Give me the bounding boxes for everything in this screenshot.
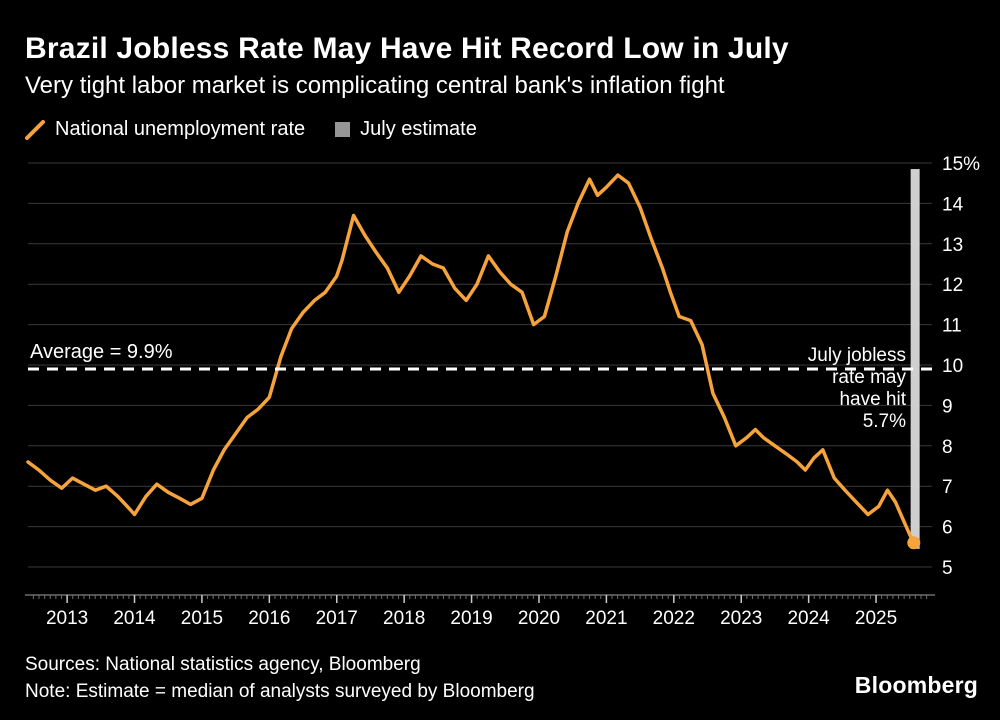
y-tick-label: 8 xyxy=(942,437,953,458)
x-tick-label: 2022 xyxy=(653,608,695,629)
x-tick-label: 2024 xyxy=(787,608,830,629)
x-tick-label: 2018 xyxy=(383,608,425,629)
average-line-label: Average = 9.9% xyxy=(30,341,173,363)
legend-label-unemployment-rate: National unemployment rate xyxy=(55,118,306,140)
y-tick-label: 14 xyxy=(942,194,964,215)
y-tick-label: 6 xyxy=(942,518,953,539)
x-tick-label: 2017 xyxy=(316,608,358,629)
x-tick-label: 2013 xyxy=(46,608,88,629)
y-tick-label: 15% xyxy=(942,154,980,175)
x-tick-label: 2015 xyxy=(181,608,223,629)
orange-line-swatch-icon xyxy=(25,119,45,140)
latest-value-dot xyxy=(907,536,921,550)
july-estimate-bar xyxy=(910,169,920,549)
x-tick-label: 2025 xyxy=(855,608,897,629)
x-tick-label: 2019 xyxy=(450,608,492,629)
y-gridlines xyxy=(28,162,932,568)
y-tick-label: 7 xyxy=(942,477,953,498)
x-tick-label: 2020 xyxy=(518,608,560,629)
gray-square-swatch-icon xyxy=(335,122,351,137)
y-tick-label: 5 xyxy=(942,558,953,579)
unemployment-rate-line xyxy=(26,173,916,545)
footer-notes: Sources: National statistics agency, Blo… xyxy=(25,651,535,705)
x-tick-label: 2016 xyxy=(248,608,290,629)
legend-item-july-estimate: July estimate xyxy=(335,118,477,141)
legend-item-unemployment-rate: National unemployment rate xyxy=(25,118,305,141)
y-axis-labels: 15% 14 13 12 11 10 9 8 7 6 5 xyxy=(942,154,980,579)
note-line: Note: Estimate = median of analysts surv… xyxy=(25,681,535,702)
sources-line: Sources: National statistics agency, Blo… xyxy=(25,654,421,675)
page-title: Brazil Jobless Rate May Have Hit Record … xyxy=(25,32,789,65)
page-subtitle: Very tight labor market is complicating … xyxy=(25,72,725,99)
y-tick-label: 9 xyxy=(942,396,953,417)
y-tick-label: 10 xyxy=(942,356,963,377)
y-tick-label: 12 xyxy=(942,275,963,296)
legend: National unemployment rate July estimate xyxy=(25,118,477,141)
y-tick-label: 13 xyxy=(942,235,963,256)
x-axis xyxy=(25,594,935,603)
x-axis-labels: 2013 2014 2015 2016 2017 2018 2019 2020 2021 2022… xyxy=(46,608,897,629)
x-tick-label: 2014 xyxy=(113,608,156,629)
july-estimate-annotation: July jobless rate may have hit 5.7% xyxy=(807,345,906,432)
x-tick-label: 2021 xyxy=(585,608,627,629)
y-tick-label: 11 xyxy=(942,316,962,337)
x-tick-label: 2023 xyxy=(720,608,762,629)
legend-label-july-estimate: July estimate xyxy=(360,118,477,140)
bloomberg-logo: Bloomberg xyxy=(854,672,978,698)
